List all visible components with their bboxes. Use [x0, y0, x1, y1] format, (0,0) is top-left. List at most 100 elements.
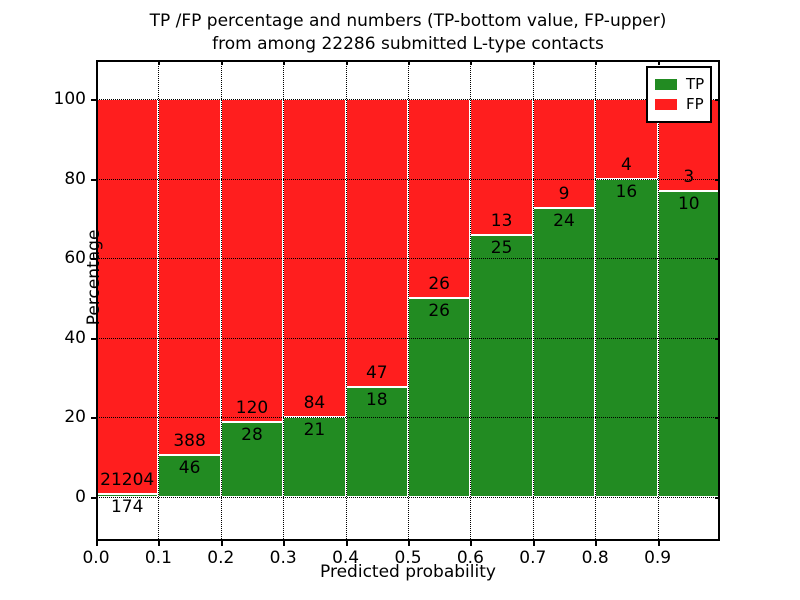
x-tick-label: 0.7: [519, 548, 547, 568]
x-tick-mark: [595, 541, 598, 546]
bar-count-label-fp: 4: [620, 154, 632, 175]
x-tick-mark: [657, 60, 660, 65]
tp-legend-swatch: [655, 79, 677, 90]
bar-segment-tp: [470, 235, 533, 497]
y-tick-label: 80: [64, 168, 86, 189]
bar-segment-fp: [345, 99, 408, 387]
x-tick-label: 0.2: [207, 548, 235, 568]
bar-count-label-fp: 26: [428, 274, 450, 294]
y-tick-mark: [91, 337, 96, 340]
x-tick-label: 0.0: [82, 548, 110, 568]
bar-count-label-tp: 18: [365, 389, 388, 410]
x-tick-label: 0.6: [456, 548, 484, 568]
bar-segment-tp: [283, 417, 346, 497]
chart-title-line2: from among 22286 submitted L-type contac…: [212, 34, 604, 54]
x-tick-label: 0.3: [269, 548, 297, 568]
x-tick-mark: [595, 60, 598, 65]
x-tick-label: 0.8: [581, 548, 609, 568]
x-tick-mark: [158, 541, 161, 546]
x-tick-label: 0.1: [144, 548, 172, 568]
bar-segment-tp: [657, 190, 720, 497]
y-tick-mark: [715, 178, 720, 181]
legend-item-label: FP: [686, 95, 704, 113]
x-tick-label: 0.9: [644, 548, 672, 568]
bar-count-label-tp: 16: [615, 181, 638, 202]
chart-title-line1: TP /FP percentage and numbers (TP-bottom…: [149, 11, 667, 31]
x-tick-label: 0.5: [394, 548, 422, 568]
y-tick-label: 20: [64, 407, 86, 428]
y-tick-label: 60: [64, 248, 86, 269]
x-axis-label: Predicted probability: [320, 562, 496, 582]
y-tick-label: 100: [53, 89, 86, 109]
x-tick-label: 0.4: [332, 548, 360, 568]
y-axis-label: Percentage: [84, 229, 104, 325]
bar-count-label-tp: 24: [553, 210, 575, 231]
y-tick-mark: [91, 258, 96, 261]
bar-segment-tp: [408, 298, 471, 497]
bar-segment-fp: [220, 99, 284, 422]
x-tick-mark: [532, 60, 535, 65]
y-tick-mark: [715, 417, 720, 420]
bar-segment-tp: [158, 454, 221, 497]
x-tick-mark: [408, 541, 410, 546]
legend-item-label: TP: [686, 75, 705, 93]
bar-count-label-fp: 388: [173, 430, 206, 451]
y-tick-label: 40: [64, 327, 86, 348]
gridline-vertical: [532, 60, 534, 541]
x-tick-mark: [220, 60, 223, 65]
x-tick-mark: [96, 60, 98, 65]
bar-count-label-fp: 47: [365, 362, 388, 383]
x-tick-mark: [345, 60, 348, 65]
x-tick-mark: [657, 541, 660, 546]
gridline-vertical: [345, 60, 347, 541]
y-tick-mark: [715, 99, 720, 101]
gridline-vertical: [158, 60, 160, 541]
x-tick-mark: [220, 541, 223, 546]
bar-count-label-fp: 9: [558, 183, 570, 204]
y-tick-mark: [715, 497, 720, 499]
y-tick-mark: [715, 337, 720, 340]
bar-count-label-tp: 174: [110, 496, 144, 517]
x-tick-mark: [470, 60, 473, 65]
bar-count-label-tp: 26: [428, 301, 450, 321]
bar-count-label-fp: 84: [303, 393, 326, 414]
gridline-vertical: [220, 60, 222, 541]
x-tick-mark: [96, 541, 98, 546]
y-tick-mark: [91, 178, 96, 181]
bar-count-label-fp: 120: [235, 397, 269, 418]
plot-area: 21204 174 388 46 120 28 84 21 47 18 26 26 13 25 9 24 4 16…: [84, 60, 720, 546]
y-tick-mark: [715, 258, 720, 261]
bar-segment-tp: [345, 386, 408, 497]
bar-count-label-fp: 21204: [100, 469, 155, 490]
bar-segment-fp: [532, 99, 596, 208]
legend-item: FP: [655, 95, 704, 113]
x-tick-mark: [283, 541, 286, 546]
bar-segment-tp: [595, 178, 658, 497]
fp-legend-swatch: [655, 99, 677, 110]
bar-count-label-tp: 46: [178, 457, 201, 478]
bar-count-label-tp: 28: [241, 424, 263, 445]
bar-count-label-fp: 13: [490, 211, 513, 232]
chart-title: TP /FP percentage and numbers (TP-bottom…: [96, 10, 720, 56]
legend: TP FP: [646, 66, 712, 123]
y-tick-mark: [91, 417, 96, 420]
x-tick-mark: [283, 60, 286, 65]
x-tick-mark: [470, 541, 473, 546]
x-tick-mark: [532, 541, 535, 546]
x-tick-mark: [408, 60, 410, 65]
bar-count-label-fp: 3: [683, 166, 695, 187]
y-tick-label: 0: [75, 487, 86, 507]
gridline-vertical: [595, 60, 597, 541]
bar-count-label-tp: 25: [490, 238, 513, 259]
bar-count-label-tp: 21: [303, 420, 326, 441]
bar-segment-fp: [408, 99, 471, 298]
y-tick-mark: [91, 497, 96, 499]
bar-count-label-tp: 10: [677, 193, 700, 214]
legend-item: TP: [655, 75, 705, 93]
bar-segment-tp: [532, 207, 596, 497]
gridline-vertical: [470, 60, 472, 541]
x-tick-mark: [158, 60, 161, 65]
y-tick-mark: [91, 99, 96, 101]
x-tick-mark: [345, 541, 348, 546]
